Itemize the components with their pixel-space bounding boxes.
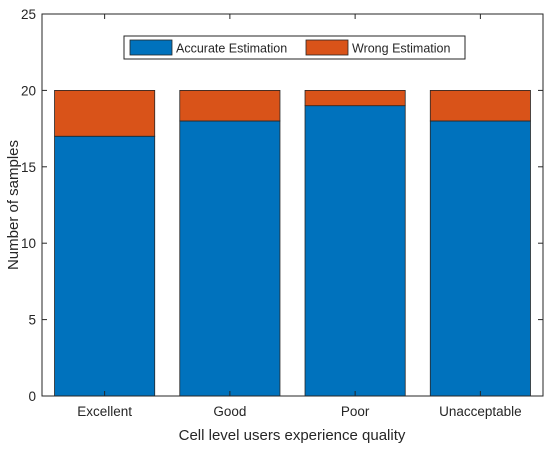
legend-swatch-accurate — [129, 39, 173, 56]
bar-accurate-excellent — [54, 135, 156, 397]
bar-wrong-excellent — [54, 90, 156, 137]
y-axis: 0 5 10 15 20 25 — [21, 7, 543, 404]
y-tick-label-25: 25 — [21, 7, 36, 22]
x-tick-label-poor: Poor — [341, 404, 370, 419]
bar-accurate-poor — [304, 105, 406, 397]
bar-wrong-unacceptable — [429, 90, 531, 122]
x-tick-label-excellent: Excellent — [77, 404, 132, 419]
bar-accurate-good — [179, 120, 281, 397]
y-axis-label: Number of samples — [5, 140, 22, 270]
y-tick-label-10: 10 — [21, 236, 36, 251]
legend-label-wrong: Wrong Estimation — [352, 42, 450, 56]
plot-frame — [41, 13, 544, 397]
bar-accurate-unacceptable — [429, 120, 531, 397]
bar-wrong-good — [179, 90, 281, 122]
x-axis-label: Cell level users experience quality — [179, 427, 406, 444]
y-tick-label-5: 5 — [28, 313, 36, 328]
x-tick-label-good: Good — [213, 404, 246, 419]
legend-box — [123, 35, 466, 60]
y-tick-label-20: 20 — [21, 83, 36, 98]
y-tick-label-0: 0 — [28, 389, 36, 404]
legend: Accurate Estimation Wrong Estimation — [123, 35, 466, 60]
x-tick-label-unacceptable: Unacceptable — [439, 404, 522, 419]
y-tick-label-15: 15 — [21, 160, 36, 175]
x-axis: Excellent Good Poor Unacceptable — [77, 14, 522, 419]
bars-layer — [54, 90, 531, 397]
legend-swatch-wrong — [305, 39, 349, 56]
bar-wrong-poor — [304, 90, 406, 107]
legend-label-accurate: Accurate Estimation — [176, 42, 287, 56]
